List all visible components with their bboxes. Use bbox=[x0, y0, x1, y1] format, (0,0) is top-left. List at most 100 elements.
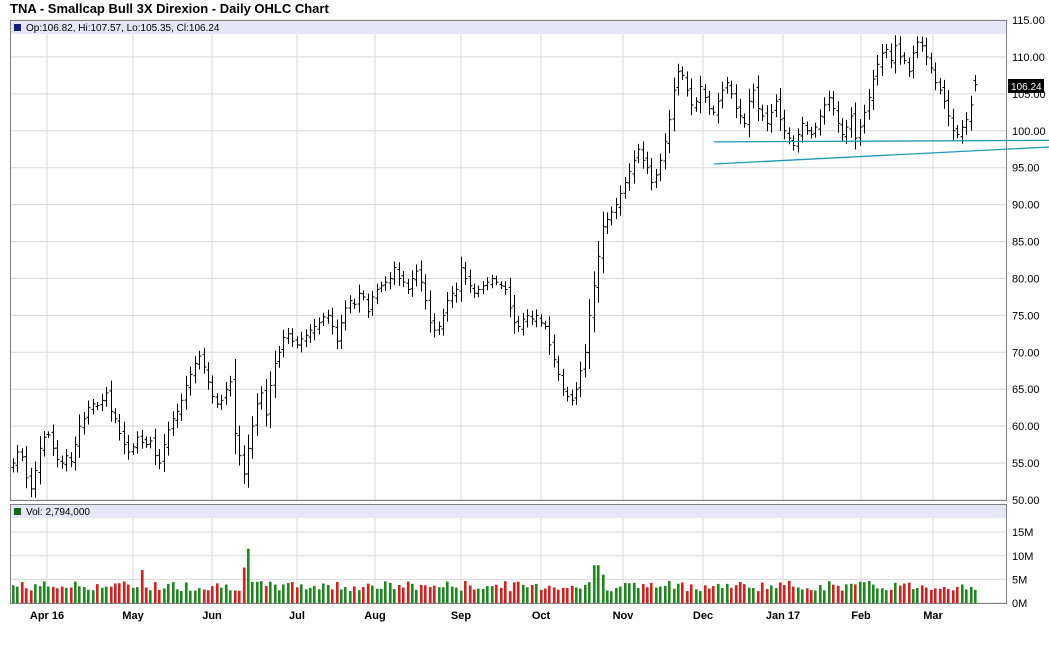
price-tick-label: 115.00 bbox=[1012, 15, 1045, 27]
ohlc-bar bbox=[543, 320, 548, 330]
ohlc-bar bbox=[751, 83, 756, 109]
ohlc-bar bbox=[494, 275, 499, 286]
ohlc-bar bbox=[419, 260, 424, 292]
ohlc-bar bbox=[827, 90, 832, 112]
x-tick-label: May bbox=[122, 610, 144, 622]
volume-legend-swatch bbox=[14, 508, 21, 515]
volume-bar bbox=[517, 581, 520, 603]
volume-bar bbox=[149, 590, 152, 603]
ohlc-bar bbox=[468, 269, 473, 293]
ohlc-bar bbox=[694, 97, 699, 112]
volume-bar bbox=[482, 588, 485, 603]
volume-panel-frame bbox=[10, 504, 1007, 604]
volume-bar bbox=[579, 588, 582, 603]
ohlc-bar bbox=[224, 382, 229, 405]
ohlc-bar bbox=[809, 126, 814, 139]
price-tick-label: 55.00 bbox=[1012, 458, 1040, 470]
volume-bar bbox=[34, 584, 37, 603]
volume-bar bbox=[420, 584, 423, 603]
price-tick-label: 60.00 bbox=[1012, 421, 1040, 433]
volume-bar bbox=[526, 587, 529, 603]
volume-bar bbox=[247, 548, 250, 603]
price-tick-label: 100.00 bbox=[1012, 126, 1046, 138]
volume-bar bbox=[21, 582, 24, 603]
volume-bar bbox=[699, 591, 702, 603]
ohlc-bar bbox=[308, 324, 313, 343]
ohlc-bar bbox=[512, 294, 517, 334]
ohlc-bar bbox=[55, 440, 60, 468]
x-tick-label: Apr 16 bbox=[30, 610, 64, 622]
volume-bar bbox=[172, 582, 175, 603]
ohlc-bar bbox=[233, 358, 238, 455]
ohlc-bar bbox=[645, 151, 650, 175]
volume-bar bbox=[225, 584, 228, 603]
volume-bar bbox=[566, 587, 569, 603]
volume-bar bbox=[646, 587, 649, 603]
price-tick-label: 85.00 bbox=[1012, 237, 1040, 249]
volume-bar bbox=[894, 582, 897, 603]
ohlc-bar bbox=[20, 448, 25, 461]
volume-bar bbox=[770, 585, 773, 603]
volume-bar bbox=[881, 588, 884, 603]
ohlc-bar bbox=[326, 309, 331, 324]
volume-bar bbox=[424, 585, 427, 603]
volume-bar bbox=[402, 587, 405, 603]
volume-bar bbox=[274, 584, 277, 603]
volume-bar bbox=[783, 585, 786, 603]
ohlc-bar bbox=[849, 107, 854, 138]
volume-bar bbox=[513, 582, 516, 603]
volume-bar bbox=[238, 590, 241, 603]
ohlc-bar bbox=[552, 334, 557, 368]
ohlc-bar bbox=[69, 452, 74, 468]
ohlc-bar bbox=[605, 212, 610, 235]
ohlc-bar bbox=[955, 125, 960, 139]
volume-tick-label: 15M bbox=[1012, 527, 1033, 539]
ohlc-bar bbox=[556, 355, 561, 381]
ohlc-bar bbox=[592, 271, 597, 333]
volume-bar bbox=[429, 587, 432, 603]
ohlc-bar bbox=[725, 77, 730, 94]
ohlc-bar bbox=[565, 386, 570, 402]
ohlc-bar bbox=[539, 314, 544, 327]
volume-bar bbox=[677, 583, 680, 603]
volume-bar bbox=[296, 587, 299, 603]
ohlc-bar bbox=[77, 414, 82, 458]
volume-bar bbox=[819, 585, 822, 603]
volume-bar bbox=[407, 581, 410, 603]
volume-bar bbox=[535, 583, 538, 603]
ohlc-bar bbox=[853, 102, 858, 150]
ohlc-bar bbox=[357, 284, 362, 313]
volume-bar bbox=[393, 589, 396, 603]
volume-bar bbox=[344, 587, 347, 603]
volume-bar bbox=[664, 585, 667, 603]
ohlc-bar bbox=[884, 43, 889, 59]
ohlc-bar bbox=[796, 128, 801, 153]
ohlc-bar bbox=[636, 143, 641, 164]
volume-bar bbox=[872, 584, 875, 603]
volume-bar bbox=[610, 591, 613, 603]
ohlc-bar bbox=[379, 281, 384, 293]
ohlc-bar bbox=[15, 444, 20, 473]
ohlc-bar bbox=[277, 345, 282, 368]
ohlc-bar bbox=[570, 389, 575, 406]
ohlc-bar bbox=[800, 116, 805, 143]
volume-bar bbox=[477, 588, 480, 603]
volume-bar bbox=[92, 590, 95, 603]
volume-bar bbox=[287, 583, 290, 603]
volume-bar bbox=[628, 583, 631, 603]
volume-bar bbox=[101, 587, 104, 603]
volume-bar bbox=[659, 586, 662, 603]
volume-bar bbox=[642, 584, 645, 603]
price-legend-swatch bbox=[14, 24, 21, 31]
volume-bar bbox=[637, 588, 640, 603]
price-legend-text: Op:106.82, Hi:107.57, Lo:105.35, Cl:106.… bbox=[26, 23, 220, 34]
volume-bar bbox=[234, 590, 237, 603]
ohlc-bar bbox=[219, 394, 224, 410]
ohlc-bar bbox=[259, 386, 264, 410]
ohlc-bar bbox=[632, 150, 637, 184]
ohlc-bar bbox=[135, 431, 140, 454]
ohlc-bar bbox=[352, 298, 357, 309]
ohlc-bar bbox=[445, 292, 450, 322]
ohlc-bar bbox=[410, 270, 415, 297]
volume-bar bbox=[83, 587, 86, 603]
